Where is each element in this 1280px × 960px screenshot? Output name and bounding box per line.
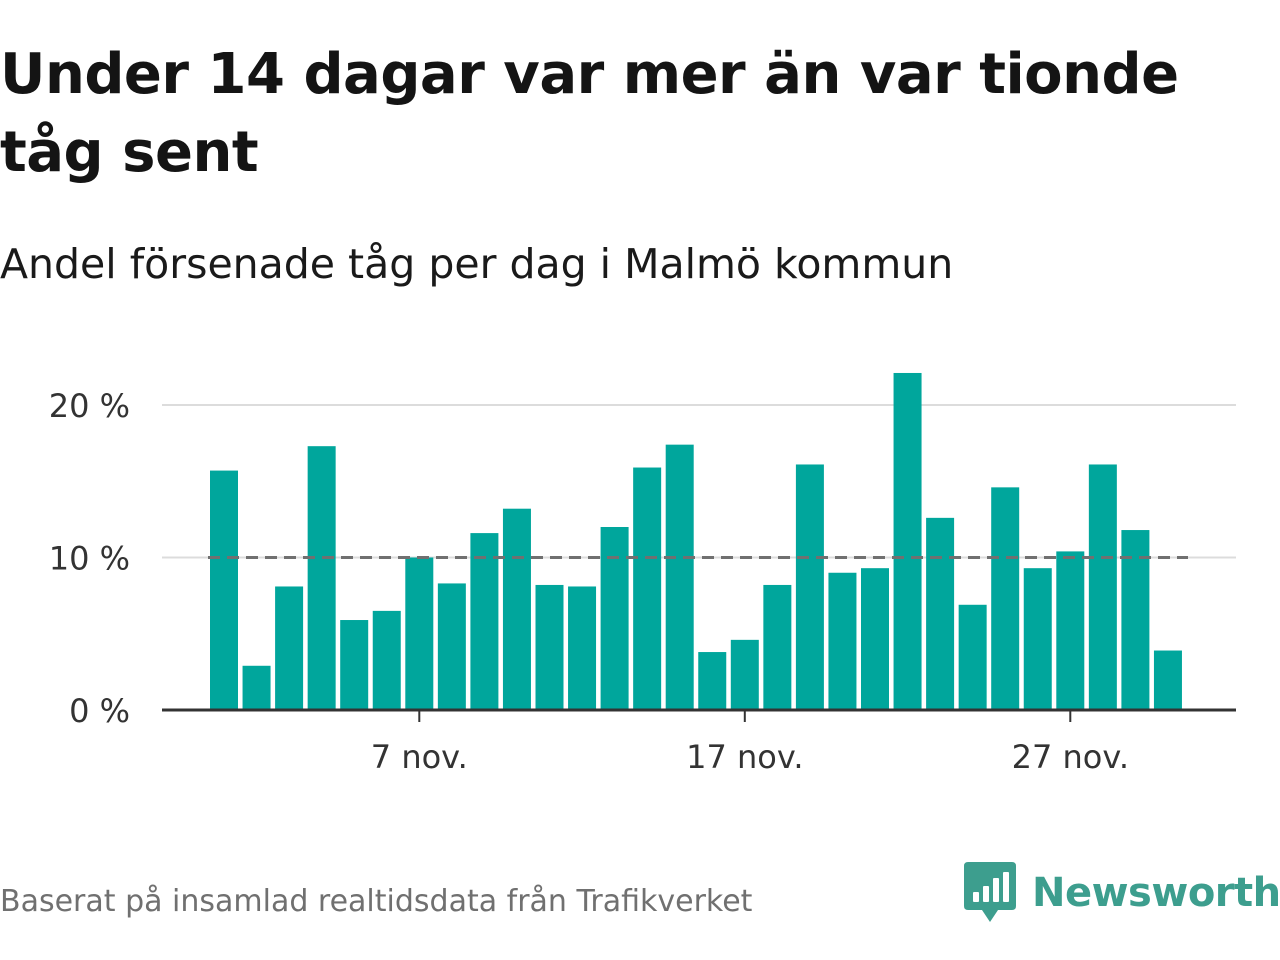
bar: [210, 470, 238, 710]
bar: [698, 652, 727, 710]
bar: [307, 446, 336, 710]
bar: [437, 583, 466, 710]
bar: [958, 604, 987, 710]
bars: [210, 372, 1182, 710]
bar: [535, 584, 564, 710]
bar: [340, 620, 369, 710]
bar: [730, 639, 759, 710]
bar: [1056, 551, 1085, 710]
bar: [665, 444, 694, 710]
newsworthy-logo-icon: [964, 862, 1016, 922]
bar: [568, 586, 597, 710]
bar: [763, 584, 792, 710]
axes: 0 % 10 % 20 % 7 nov. 17 nov. 27 nov.: [49, 387, 1236, 776]
chart-subtitle: Andel försenade tåg per dag i Malmö komm…: [0, 240, 954, 288]
bar: [600, 527, 629, 710]
bar-chart: 0 % 10 % 20 % 7 nov. 17 nov. 27 nov.: [49, 372, 1236, 776]
bar: [828, 572, 857, 710]
bar: [893, 372, 922, 710]
bar: [861, 568, 889, 710]
bar: [926, 517, 955, 710]
bar: [795, 464, 824, 710]
bar: [275, 586, 304, 710]
bar: [1153, 650, 1182, 710]
y-tick-label: 10 %: [49, 540, 130, 578]
brand-name: Newsworthy: [1032, 870, 1280, 916]
bar: [372, 610, 401, 710]
bar: [242, 665, 271, 710]
y-tick-label: 20 %: [49, 387, 130, 425]
brand-logo-group: Newsworthy: [964, 862, 1280, 924]
bar: [470, 533, 499, 710]
chart-title: Under 14 dagar var mer än var tionde tåg…: [0, 42, 1179, 185]
bar: [633, 467, 662, 710]
bar: [1121, 530, 1150, 710]
x-tick-label: 27 nov.: [1012, 738, 1129, 776]
x-tick-label: 7 nov.: [371, 738, 468, 776]
x-tick-label: 17 nov.: [686, 738, 803, 776]
y-tick-label: 0 %: [69, 692, 130, 730]
bar: [405, 557, 434, 710]
bar: [1088, 464, 1117, 710]
bar: [1023, 568, 1052, 710]
source-note: Baserat på insamlad realtidsdata från Tr…: [0, 884, 753, 919]
bar: [502, 508, 531, 710]
bar: [991, 487, 1020, 710]
